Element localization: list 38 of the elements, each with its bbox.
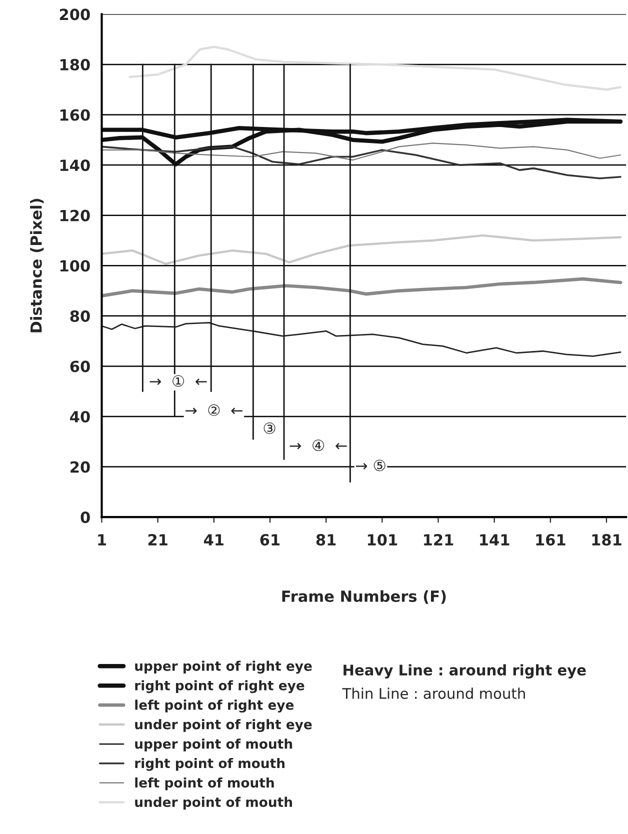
text: Thin Line : around mouth [342, 688, 525, 699]
legend-label: upper point of mouth [135, 738, 292, 752]
x-tick-label: 1 [98, 534, 106, 546]
x-tick-label: 41 [204, 534, 224, 546]
x-tick-label: 161 [536, 534, 566, 546]
y-tick-label: 160 [60, 109, 90, 121]
x-tick-label: 61 [260, 534, 280, 546]
y-tick-label: 20 [70, 461, 90, 473]
x-tick-label: 21 [148, 534, 168, 546]
annotation: → ② ← [185, 404, 242, 416]
y-tick-label: 100 [60, 260, 90, 272]
x-tick-label: 181 [592, 534, 622, 546]
legend-label: under point of mouth [135, 796, 292, 810]
annotation: → ① ← [150, 375, 207, 387]
y-tick-label: 140 [60, 160, 90, 172]
y-axis-title: Distance (Pixel) [30, 198, 44, 332]
y-tick-label: 0 [80, 512, 90, 524]
y-tick-label: 60 [70, 360, 90, 372]
x-tick-label: 121 [424, 534, 454, 546]
legend-label: left point of right eye [135, 700, 294, 713]
x-tick-label: 101 [368, 534, 398, 546]
legend-label: right point of right eye [135, 680, 304, 694]
legend-label: upper point of right eye [135, 660, 312, 674]
y-tick-label: 120 [60, 210, 90, 222]
x-axis-title: Frame Numbers (F) [282, 590, 446, 604]
legend-label: left point of mouth [135, 777, 274, 790]
x-tick-label: 81 [316, 534, 336, 546]
y-tick-label: 180 [60, 58, 90, 70]
annotation: → ④ ← [290, 440, 347, 452]
annotation: → ⑤ [356, 460, 386, 472]
text: Heavy Line : around right eye [344, 664, 586, 678]
legend-label: under point of right eye [135, 719, 312, 732]
y-tick-label: 80 [70, 310, 90, 322]
annotation: ③ [264, 422, 276, 434]
y-tick-label: 200 [60, 8, 90, 20]
y-tick-label: 40 [70, 410, 90, 423]
legend-label: right point of mouth [135, 758, 284, 771]
x-tick-label: 141 [480, 534, 510, 546]
